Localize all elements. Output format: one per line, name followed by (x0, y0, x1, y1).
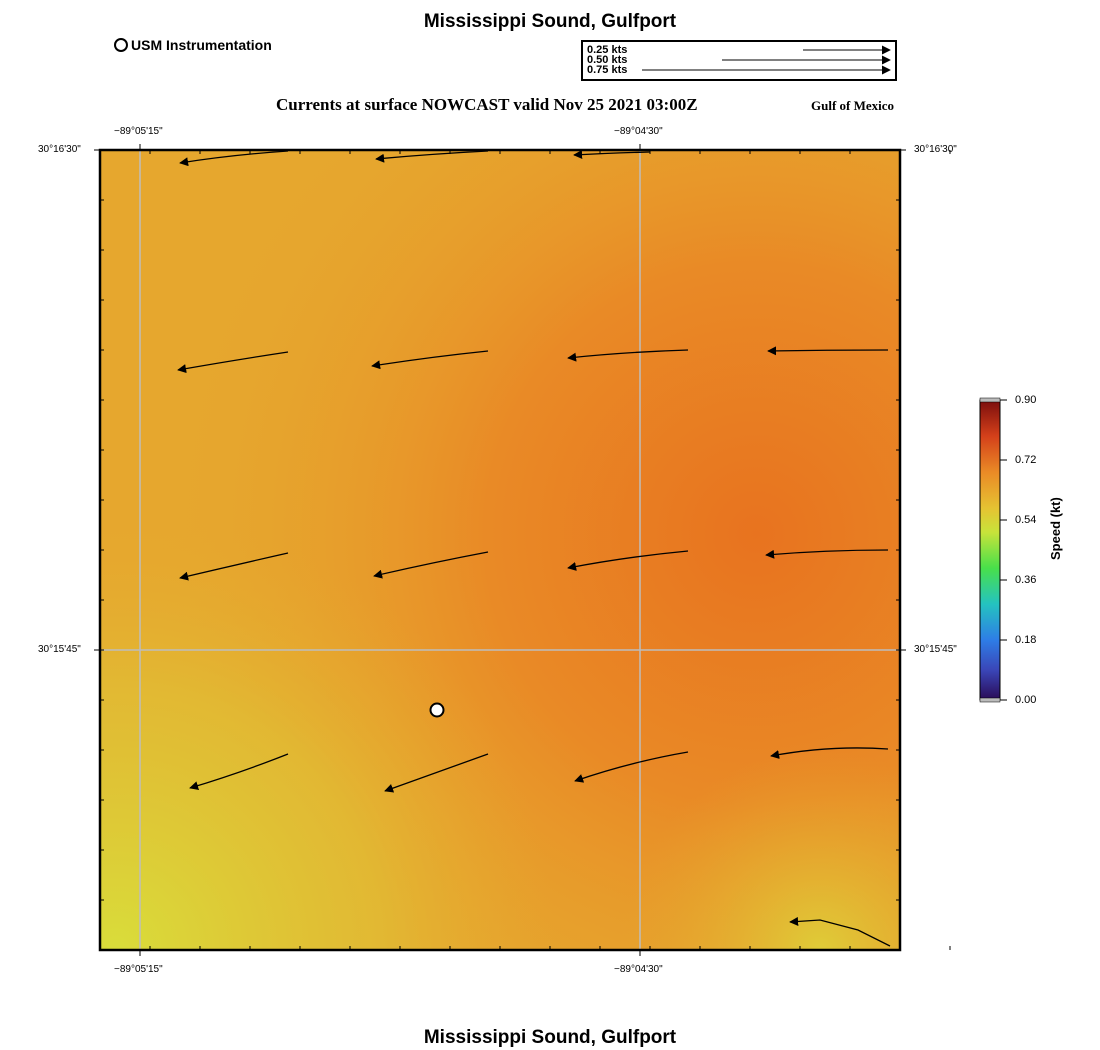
lon-label-top-1: −89°05'15" (114, 126, 163, 137)
current-arrow (574, 751, 689, 783)
current-arrow (189, 753, 289, 790)
map-subtitle: Currents at surface NOWCAST valid Nov 25… (276, 95, 698, 114)
current-arrow (573, 150, 651, 160)
current-vectors (177, 150, 891, 947)
current-arrow (371, 350, 489, 370)
current-arrow (567, 349, 689, 362)
speed-field (100, 150, 900, 950)
current-arrow (179, 150, 289, 167)
speed-legend-arrows (642, 45, 891, 75)
speed-label-075: 0.75 kts (587, 64, 628, 76)
map-footer-title: Mississippi Sound, Gulfport (423, 1027, 677, 1048)
usm-legend-label: USM Instrumentation (131, 37, 272, 53)
graticule (100, 150, 900, 950)
current-arrow (765, 549, 889, 559)
colorbar (979, 397, 1007, 703)
colorbar-tick: 0.18 (1015, 634, 1037, 646)
current-arrow (375, 150, 489, 163)
current-arrow (767, 346, 889, 356)
colorbar-tick: 0.72 (1015, 454, 1037, 466)
region-label: Gulf of Mexico (811, 98, 895, 113)
colorbar-title: Speed (kt) (1048, 497, 1063, 560)
current-arrow (567, 550, 689, 571)
speed-label-025: 0.25 kts (587, 44, 628, 56)
lon-label-bottom-1: −89°05'15" (114, 964, 163, 975)
map-title: Mississippi Sound, Gulfport (423, 11, 677, 32)
colorbar-tick: 0.00 (1015, 694, 1037, 706)
current-arrow (384, 753, 489, 793)
colorbar-tick: 0.54 (1015, 514, 1037, 526)
speed-label-050: 0.50 kts (587, 54, 628, 66)
lon-label-top-2: −89°04'30" (614, 126, 663, 137)
usm-station-marker[interactable] (429, 702, 445, 718)
lon-label-bottom-2: −89°04'30" (614, 964, 663, 975)
usm-marker-icon (114, 38, 128, 52)
lat-label-right-1: 30°16'30" (914, 144, 957, 155)
lat-label-left-1: 30°16'30" (38, 144, 81, 155)
frame-ticks (94, 144, 906, 956)
current-arrow (789, 916, 891, 947)
current-arrow (179, 552, 289, 581)
current-arrow (770, 747, 889, 759)
frame-minor-ticks (100, 149, 951, 951)
colorbar-tick: 0.36 (1015, 574, 1037, 586)
usm-legend: USM Instrumentation (114, 37, 272, 53)
current-arrow (177, 351, 289, 374)
current-arrow (373, 551, 489, 579)
lat-label-left-2: 30°15'45" (38, 644, 81, 655)
lat-label-right-2: 30°15'45" (914, 644, 957, 655)
colorbar-tick: 0.90 (1015, 394, 1037, 406)
